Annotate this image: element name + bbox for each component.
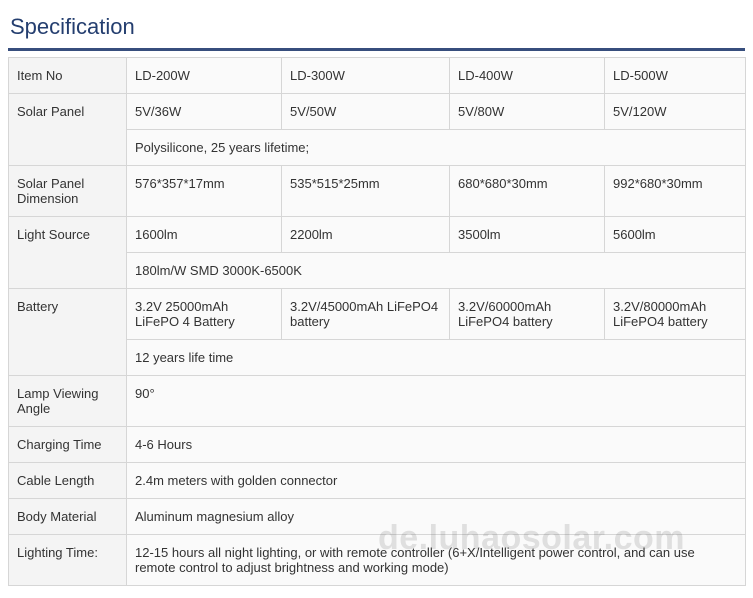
cell-value: LD-400W xyxy=(450,58,605,94)
cell-value: 3.2V/80000mAh LiFePO4 battery xyxy=(605,289,746,340)
cell-value-span: 90° xyxy=(127,376,746,427)
row-note: Polysilicone, 25 years lifetime; xyxy=(127,130,746,166)
cell-value: 3500lm xyxy=(450,217,605,253)
cell-value: 5V/120W xyxy=(605,94,746,130)
row-label: Cable Length xyxy=(9,463,127,499)
page-title: Specification xyxy=(8,8,745,51)
row-note: 180lm/W SMD 3000K-6500K xyxy=(127,253,746,289)
cell-value: 2200lm xyxy=(282,217,450,253)
cell-value-span: 4-6 Hours xyxy=(127,427,746,463)
row-label: Lighting Time: xyxy=(9,535,127,586)
cell-value: LD-500W xyxy=(605,58,746,94)
cell-value: 576*357*17mm xyxy=(127,166,282,217)
row-label: Item No xyxy=(9,58,127,94)
cell-value: 5V/80W xyxy=(450,94,605,130)
row-label: Charging Time xyxy=(9,427,127,463)
cell-value-span: 12-15 hours all night lighting, or with … xyxy=(127,535,746,586)
row-label: Solar Panel xyxy=(9,94,127,166)
cell-value: 680*680*30mm xyxy=(450,166,605,217)
row-label: Solar Panel Dimension xyxy=(9,166,127,217)
row-label: Body Material xyxy=(9,499,127,535)
cell-value: 5V/50W xyxy=(282,94,450,130)
row-label: Lamp Viewing Angle xyxy=(9,376,127,427)
specification-table: Item NoLD-200WLD-300WLD-400WLD-500W Solar… xyxy=(8,57,746,586)
cell-value: 1600lm xyxy=(127,217,282,253)
cell-value: 535*515*25mm xyxy=(282,166,450,217)
cell-value: 992*680*30mm xyxy=(605,166,746,217)
cell-value: 3.2V/45000mAh LiFePO4 battery xyxy=(282,289,450,340)
row-note: 12 years life time xyxy=(127,340,746,376)
cell-value: 5V/36W xyxy=(127,94,282,130)
cell-value-span: 2.4m meters with golden connector xyxy=(127,463,746,499)
row-label: Battery xyxy=(9,289,127,376)
cell-value-span: Aluminum magnesium alloy xyxy=(127,499,746,535)
cell-value: LD-200W xyxy=(127,58,282,94)
cell-value: 5600lm xyxy=(605,217,746,253)
cell-value: 3.2V 25000mAh LiFePO 4 Battery xyxy=(127,289,282,340)
row-label: Light Source xyxy=(9,217,127,289)
cell-value: LD-300W xyxy=(282,58,450,94)
cell-value: 3.2V/60000mAh LiFePO4 battery xyxy=(450,289,605,340)
